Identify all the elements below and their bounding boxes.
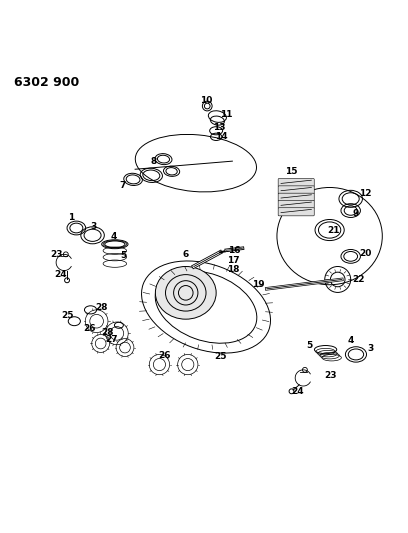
Text: 3: 3 [368,344,374,353]
Text: 26: 26 [84,324,96,333]
FancyBboxPatch shape [278,186,314,194]
Text: 16: 16 [228,246,241,255]
Text: 19: 19 [253,280,265,289]
Ellipse shape [142,261,271,353]
Text: 3: 3 [91,222,97,231]
Text: 7: 7 [119,181,125,190]
Text: 21: 21 [328,227,340,236]
Text: 5: 5 [120,251,126,260]
Text: 4: 4 [348,336,354,345]
Text: 22: 22 [353,275,365,284]
FancyBboxPatch shape [278,208,314,216]
Text: 25: 25 [61,311,73,320]
FancyBboxPatch shape [278,179,314,187]
Text: 28: 28 [95,303,108,312]
Text: 11: 11 [220,110,233,119]
Text: 23: 23 [324,370,337,379]
Text: 15: 15 [285,167,297,176]
FancyBboxPatch shape [278,200,314,208]
Text: 6: 6 [183,250,189,259]
Text: 12: 12 [359,189,372,198]
Ellipse shape [155,266,216,319]
Text: 20: 20 [359,249,371,258]
Text: 18: 18 [227,265,239,274]
Text: 14: 14 [215,132,228,141]
Text: 27: 27 [105,335,118,344]
Text: 1: 1 [68,213,74,222]
Ellipse shape [166,274,206,311]
Text: 26: 26 [158,351,171,360]
Text: 10: 10 [200,96,212,105]
Text: 25: 25 [214,352,226,361]
Text: 4: 4 [111,232,117,240]
Ellipse shape [155,271,257,343]
Text: 17: 17 [227,256,239,265]
Text: 24: 24 [291,387,304,396]
Text: 5: 5 [306,341,313,350]
Text: 6302 900: 6302 900 [13,76,79,89]
Text: 13: 13 [213,123,226,132]
Text: 28: 28 [101,328,114,337]
Text: 8: 8 [150,157,157,166]
Text: 24: 24 [54,270,67,279]
FancyBboxPatch shape [278,193,314,201]
Text: 23: 23 [50,250,62,259]
Text: 9: 9 [353,209,359,219]
